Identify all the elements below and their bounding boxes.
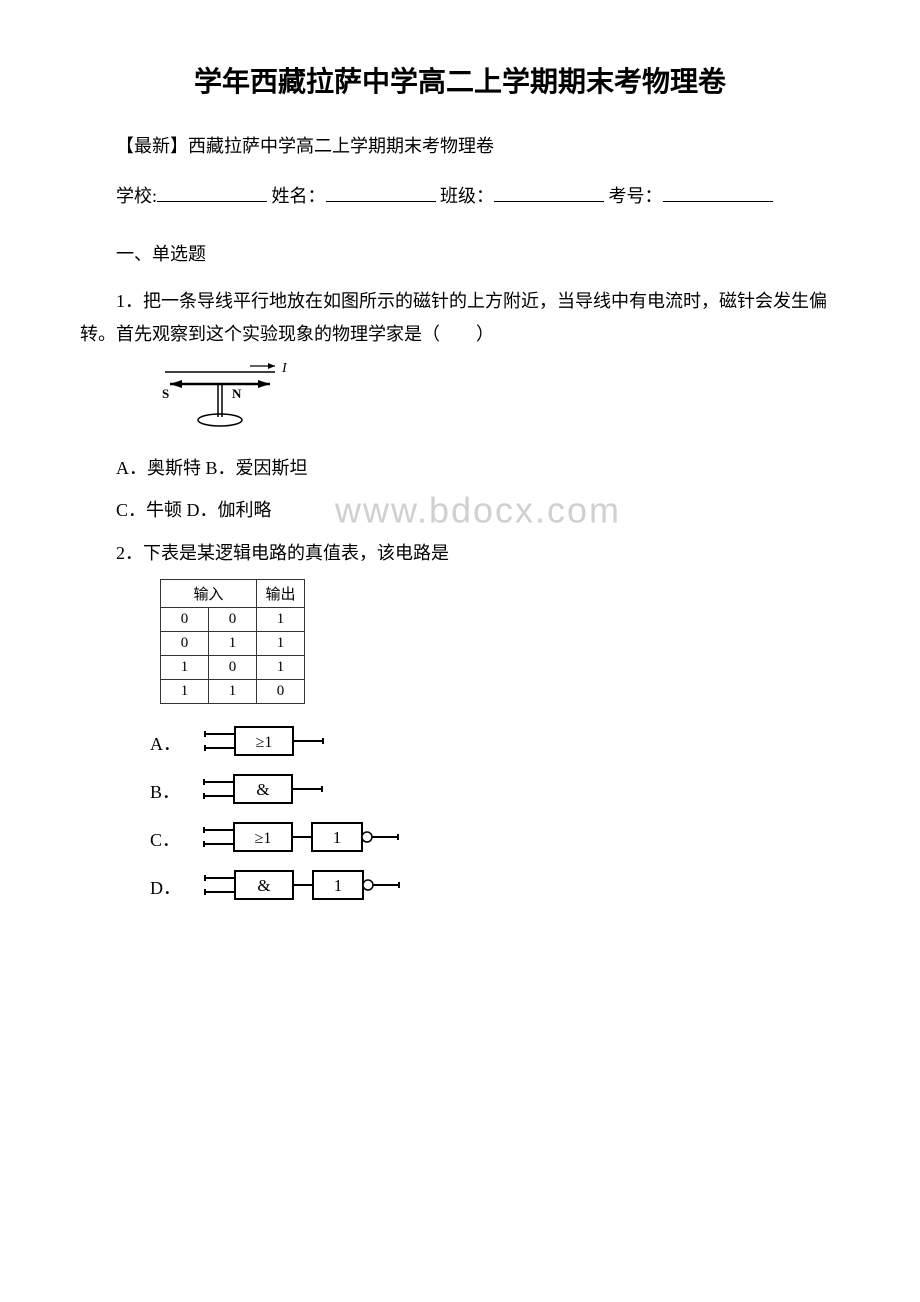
form-school-label: 学校: (116, 186, 157, 206)
q2-option-a: A． ≥1 (150, 724, 840, 760)
q2-text: 下表是某逻辑电路的真值表，该电路是 (143, 543, 449, 563)
opt-b-label: B． (150, 778, 180, 808)
th-input: 输入 (161, 580, 257, 608)
svg-text:N: N (232, 386, 242, 401)
watermark-text: www.bdocx.com (299, 478, 621, 543)
opt-a-label: A． (150, 730, 181, 760)
q2-number: 2． (116, 543, 143, 563)
table-row: 1 0 1 (161, 656, 305, 680)
svg-text:&: & (256, 780, 269, 799)
compass-wire-diagram: I S N (160, 362, 290, 432)
svg-text:S: S (162, 386, 169, 401)
form-line: 学校: 姓名： 班级： 考号： (80, 180, 840, 212)
table-row: 1 1 0 (161, 680, 305, 704)
truth-table: 输入 输出 0 0 1 0 1 1 1 0 1 1 1 0 (160, 579, 305, 704)
cell: 0 (209, 656, 257, 680)
question-1: 1．把一条导线平行地放在如图所示的磁针的上方附近，当导线中有电流时，磁针会发生偏… (80, 285, 840, 350)
table-row: 0 0 1 (161, 608, 305, 632)
cell: 1 (161, 680, 209, 704)
question-2: 2．下表是某逻辑电路的真值表，该电路是 (80, 537, 840, 569)
form-examno-label: 考号： (609, 186, 663, 206)
form-name-label: 姓名： (272, 186, 326, 206)
section-single-choice: 一、单选题 (80, 238, 840, 270)
q1-options-ab: A．奥斯特 B．爱因斯坦 (80, 452, 840, 484)
opt-c-label: C． (150, 826, 180, 856)
form-name-blank[interactable] (326, 201, 436, 202)
q2-option-c: C． ≥1 1 (150, 820, 840, 856)
and-gate-icon: & (200, 772, 350, 808)
q2-option-d: D． & 1 (150, 868, 840, 904)
th-output: 输出 (257, 580, 305, 608)
q1-number: 1． (116, 291, 143, 311)
or-gate-icon: ≥1 (201, 724, 351, 760)
cell: 0 (161, 608, 209, 632)
q1-text: 把一条导线平行地放在如图所示的磁针的上方附近，当导线中有电流时，磁针会发生偏转。… (80, 291, 827, 343)
cell: 1 (209, 632, 257, 656)
cell: 1 (161, 656, 209, 680)
q1-options-cd: C．牛顿 D．伽利略 (116, 500, 272, 520)
q1-options-cd-wrap: C．牛顿 D．伽利略 www.bdocx.com (80, 494, 840, 526)
opt-d-label: D． (150, 874, 181, 904)
q2-option-b: B． & (150, 772, 840, 808)
form-class-blank[interactable] (494, 201, 604, 202)
form-school-blank[interactable] (157, 201, 267, 202)
table-row: 0 1 1 (161, 632, 305, 656)
svg-text:1: 1 (333, 828, 342, 847)
cell: 1 (209, 680, 257, 704)
or-not-gate-icon: ≥1 1 (200, 820, 420, 856)
cell: 1 (257, 656, 305, 680)
cell: 0 (257, 680, 305, 704)
svg-text:1: 1 (334, 876, 343, 895)
form-examno-blank[interactable] (663, 201, 773, 202)
cell: 1 (257, 632, 305, 656)
q1-figure: I S N (160, 362, 840, 437)
svg-text:I: I (281, 362, 288, 376)
form-class-label: 班级： (440, 186, 494, 206)
svg-text:≥1: ≥1 (255, 830, 272, 847)
svg-text:&: & (257, 876, 270, 895)
page-title: 学年西藏拉萨中学高二上学期期末考物理卷 (80, 60, 840, 100)
cell: 0 (209, 608, 257, 632)
table-header-row: 输入 输出 (161, 580, 305, 608)
cell: 0 (161, 632, 209, 656)
and-not-gate-icon: & 1 (201, 868, 421, 904)
subtitle: 【最新】西藏拉萨中学高二上学期期末考物理卷 (80, 130, 840, 162)
cell: 1 (257, 608, 305, 632)
svg-text:≥1: ≥1 (256, 734, 273, 751)
